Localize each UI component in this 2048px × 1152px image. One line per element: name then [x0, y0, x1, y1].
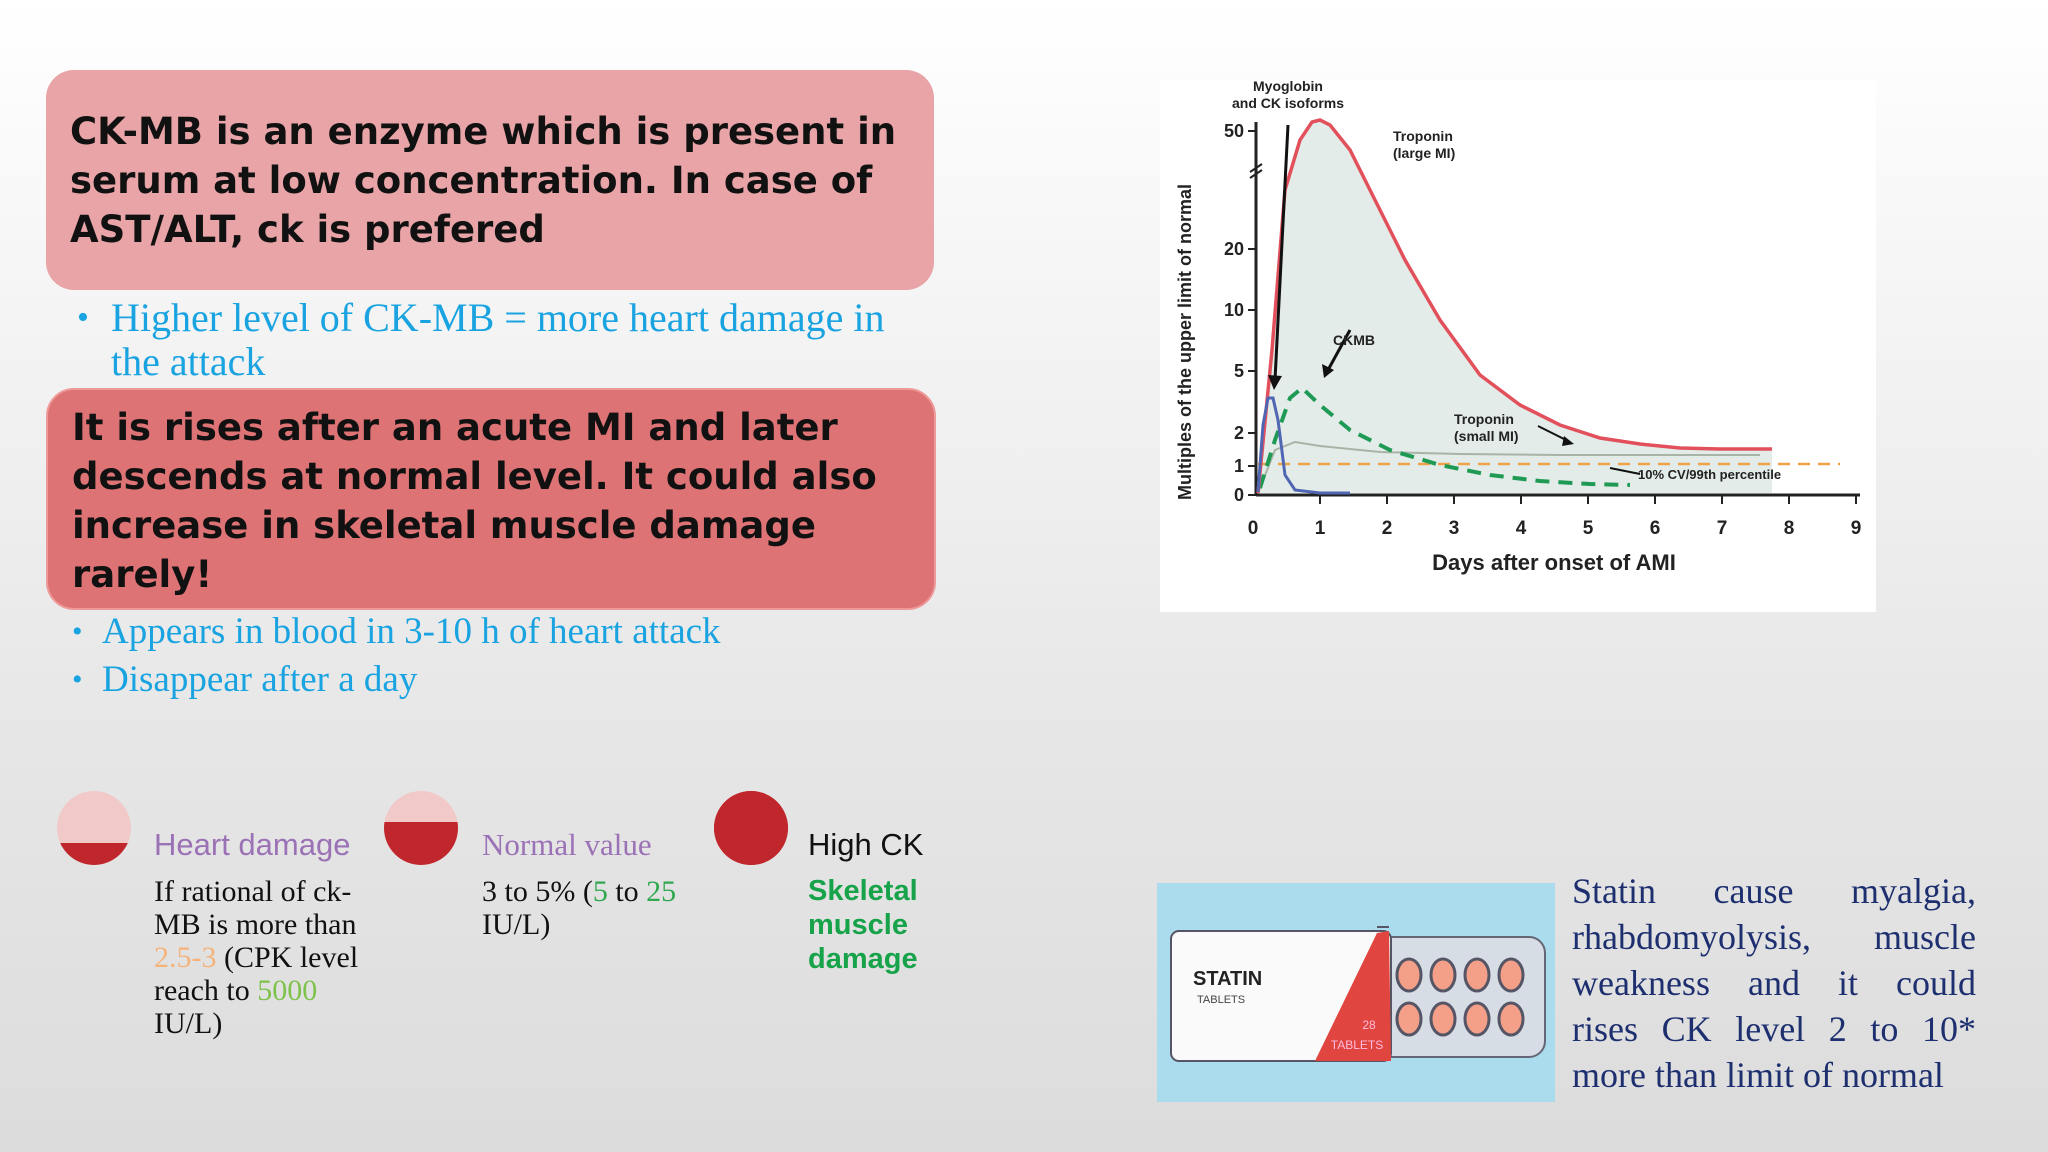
cardiac-marker-chart-image: 0 1 2 5 10 20 50 0 1 2 3 4 5 6 7 8 9 [1160, 78, 1876, 612]
y-tick-label: 5 [1234, 361, 1244, 381]
circle-fill [384, 822, 458, 865]
x-tick-label: 3 [1449, 518, 1460, 539]
bullet-dot-icon: • [72, 663, 83, 696]
desc-part: 3 to 5% ( [482, 875, 593, 908]
statin-line: Statin cause myalgia, [1572, 871, 1976, 911]
x-tick-label: 8 [1784, 518, 1795, 539]
y-tick-label: 1 [1234, 456, 1244, 476]
x-tick-label: 2 [1382, 518, 1393, 539]
bullet-dot-icon: • [77, 299, 89, 336]
axis-break [1249, 169, 1263, 179]
circle-fill [714, 791, 788, 865]
y-tick-label: 2 [1234, 423, 1244, 443]
box-red-stripe [1315, 931, 1391, 1061]
troponin-area [1258, 120, 1772, 493]
annotation-troponin-large-sub: (large MI) [1393, 145, 1455, 161]
item-title-high-ck: High CK [808, 827, 924, 862]
normal-value-circle-icon [384, 791, 458, 865]
x-tick-label: 4 [1516, 518, 1527, 539]
bullet-text: Higher level of CK-MB = more heart damag… [111, 295, 885, 384]
desc-part: IU/L) [154, 1007, 223, 1040]
statin-line: weakness and it could [1572, 963, 1976, 1003]
desc-part: If rational of ck-MB is more than [154, 875, 357, 941]
ckmb-arrow [1326, 329, 1352, 371]
desc-line: muscle [808, 909, 908, 941]
item-title-heart-damage: Heart damage [154, 827, 351, 862]
desc-highlight: 5 [592, 875, 608, 908]
desc-highlight: 5000 [257, 974, 318, 1007]
heart-damage-circle-icon [57, 791, 131, 865]
troponin-large-line [1256, 118, 1772, 494]
desc-line: Skeletal [808, 875, 918, 907]
high-ck-circle-icon [714, 791, 788, 865]
ckmb-rise-box: It is rises after an acute MI and later … [46, 388, 936, 610]
x-tick-label: 6 [1650, 518, 1661, 539]
annotation-troponin-large: Troponin [1393, 128, 1453, 144]
percentile-arrow [1609, 467, 1641, 475]
desc-part: (CPK level reach to [154, 941, 359, 1007]
statin-count: 28 [1362, 1018, 1376, 1032]
ckmb-info-text: CK-MB is an enzyme which is present in s… [70, 110, 897, 251]
chart-svg: 0 1 2 5 10 20 50 0 1 2 3 4 5 6 7 8 9 [1175, 78, 1862, 575]
statin-count-label: TABLETS [1331, 1038, 1383, 1052]
annotation-troponin-small-sub: (small MI) [1454, 428, 1519, 444]
circle-fill [57, 842, 131, 865]
y-axis-label: Multiples of the upper limit of normal [1175, 184, 1195, 500]
statin-brand: STATIN [1193, 968, 1262, 990]
bullet-appears: • Appears in blood in 3-10 h of heart at… [72, 610, 721, 654]
statin-svg: STATIN TABLETS 28 TABLETS [1170, 926, 1546, 1062]
bullet-text: Appears in blood in 3-10 h of heart atta… [102, 611, 721, 652]
annotation-myoglobin: Myoglobin [1253, 80, 1323, 94]
item-desc-normal-value: 3 to 5% (5 to 25 IU/L) [482, 875, 712, 941]
y-tick-label: 20 [1224, 239, 1244, 259]
x-tick-label: 1 [1315, 518, 1326, 539]
ckmb-info-box: CK-MB is an enzyme which is present in s… [46, 70, 934, 290]
bullet-dot-icon: • [72, 615, 83, 648]
y-tick-label: 10 [1224, 300, 1244, 320]
statin-pack-image: STATIN TABLETS 28 TABLETS [1157, 883, 1555, 1102]
statin-line: rises CK level 2 to 10* [1572, 1009, 1976, 1049]
statin-description: Statin cause myalgia, rhabdomyolysis, mu… [1572, 868, 1976, 1098]
bullet-disappear: • Disappear after a day [72, 658, 418, 702]
axis-break [1249, 163, 1263, 173]
item-desc-high-ck: Skeletal muscle damage [808, 874, 918, 976]
annotation-ckmb: CKMB [1333, 332, 1375, 348]
statin-line: rhabdomyolysis, muscle [1572, 917, 1976, 957]
myoglobin-arrow [1273, 124, 1290, 381]
annotation-troponin-small: Troponin [1454, 411, 1514, 427]
ckmb-line [1258, 385, 1631, 489]
x-tick-label: 9 [1851, 518, 1862, 539]
blister-pack [1366, 936, 1546, 1058]
statin-line: more than limit of normal [1572, 1055, 1944, 1095]
desc-part: IU/L) [482, 908, 551, 941]
item-desc-heart-damage: If rational of ck-MB is more than 2.5-3 … [154, 875, 364, 1040]
annotation-percentile: 10% CV/99th percentile [1638, 467, 1781, 482]
bullet-heart-damage: • Higher level of CK-MB = more heart dam… [77, 295, 931, 384]
desc-highlight: 2.5-3 [154, 941, 217, 974]
x-tick-label: 5 [1583, 518, 1594, 539]
x-tick-label: 7 [1717, 518, 1728, 539]
desc-line: damage [808, 943, 918, 975]
bullet-text: Disappear after a day [102, 659, 418, 700]
item-title-normal-value: Normal value [482, 827, 652, 862]
y-tick-label: 0 [1234, 485, 1244, 505]
annotation-ck-isoforms: and CK isoforms [1232, 95, 1344, 111]
desc-part: to [607, 875, 647, 908]
desc-highlight: 25 [646, 875, 677, 908]
x-axis-label: Days after onset of AMI [1432, 550, 1676, 575]
y-tick-label: 50 [1224, 121, 1244, 141]
myoglobin-line [1256, 396, 1350, 495]
x-tick-label: 0 [1248, 518, 1259, 539]
ckmb-rise-text: It is rises after an acute MI and later … [72, 406, 877, 596]
statin-sub: TABLETS [1197, 994, 1245, 1006]
